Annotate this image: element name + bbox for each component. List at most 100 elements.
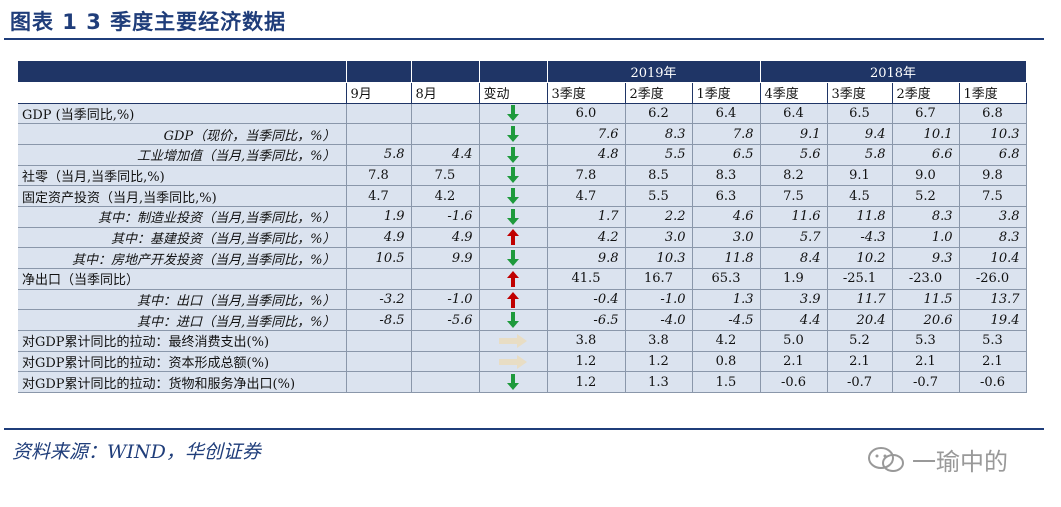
table-cell: 10.1	[892, 123, 960, 145]
change-indicator	[479, 103, 548, 125]
table-cell	[346, 103, 412, 125]
row-label: 其中：制造业投资（当月,当季同比，%）	[18, 206, 347, 228]
table-cell: 7.5	[760, 185, 828, 207]
table-cell: -6.5	[547, 309, 626, 332]
table-cell: 10.2	[827, 247, 893, 269]
table-cell: -5.6	[411, 309, 480, 332]
table-row: 其中：制造业投资（当月,当季同比，%） 1.9 -1.6 1.7 2.2 4.6 11.6 1…	[18, 206, 1027, 228]
table-row: 对GDP累计同比的拉动：资本形成总额(%) 1.2 1.2 0.8 2.1 2.1 2.1 2…	[18, 351, 1027, 373]
table-cell: 4.8	[547, 144, 626, 166]
table-cell: 2.1	[827, 351, 893, 373]
table-cell: 1.7	[547, 206, 626, 228]
watermark: 一瑜中的	[866, 442, 1008, 477]
table-cell	[411, 103, 480, 125]
change-indicator	[479, 185, 548, 207]
table-cell: 7.8	[547, 165, 626, 187]
table-cell	[346, 268, 412, 290]
table-cell: 4.4	[760, 309, 828, 332]
table-cell: 1.9	[346, 206, 412, 228]
table-cell	[346, 123, 412, 145]
table-cell: 6.8	[959, 103, 1027, 125]
arrow-up-icon	[507, 229, 519, 246]
row-label: 其中：进口（当月,当季同比，%）	[18, 309, 347, 332]
table-cell: 7.8	[346, 165, 412, 187]
table-cell: 65.3	[692, 268, 761, 290]
table-cell: 6.4	[760, 103, 828, 125]
header-col: 8月	[411, 82, 480, 104]
table-cell: 6.3	[692, 185, 761, 207]
table-cell: 2.1	[959, 351, 1027, 373]
row-label: 对GDP累计同比的拉动：货物和服务净出口(%)	[18, 371, 347, 394]
header-row-periods: 9月 8月 变动 3季度 2季度 1季度 4季度 3季度 2季度 1季度	[18, 82, 1027, 104]
title-divider	[4, 38, 1044, 40]
header-blank	[346, 61, 412, 83]
table-cell: 8.3	[625, 123, 693, 145]
bottom-divider	[4, 428, 1044, 430]
table-cell: -1.6	[411, 206, 480, 228]
header-col: 9月	[346, 82, 412, 104]
table-cell: 5.2	[892, 185, 960, 207]
header-year-2018: 2018年	[760, 61, 1027, 83]
change-indicator	[479, 289, 548, 311]
table-cell: 5.3	[892, 330, 960, 352]
table-cell	[346, 351, 412, 373]
table-cell: 5.0	[760, 330, 828, 352]
table-row: 对GDP累计同比的拉动：最终消费支出(%) 3.8 3.8 4.2 5.0 5.2 5.3 5…	[18, 330, 1027, 352]
table-cell: 3.0	[692, 227, 761, 249]
table-row: 其中：房地产开发投资（当月,当季同比，%） 10.5 9.9 9.8 10.3 11.8 8…	[18, 247, 1027, 269]
arrow-right-icon	[499, 354, 527, 369]
table-cell: -0.6	[760, 371, 828, 394]
table-cell: 9.8	[547, 247, 626, 269]
table-cell: 8.4	[760, 247, 828, 269]
table-cell: 9.0	[892, 165, 960, 187]
table-row: 工业增加值（当月,当季同比，%） 5.8 4.4 4.8 5.5 6.5 5.6 5.8 6.6…	[18, 144, 1027, 166]
table-row: 其中：进口（当月,当季同比，%） -8.5 -5.6 -6.5 -4.0 -4.5 4.4 2…	[18, 309, 1027, 332]
table-cell: -0.6	[959, 371, 1027, 394]
table-cell: 13.7	[959, 289, 1027, 311]
table-row: 其中：基建投资（当月,当季同比，%） 4.9 4.9 4.2 3.0 3.0 5.7 -4.3…	[18, 227, 1027, 249]
table-cell: 5.2	[827, 330, 893, 352]
table-cell: 7.6	[547, 123, 626, 145]
header-col: 3季度	[547, 82, 626, 104]
change-indicator	[479, 206, 548, 228]
table-cell: 5.5	[625, 185, 693, 207]
table-cell: 3.9	[760, 289, 828, 311]
row-label: 社零（当月,当季同比,%)	[18, 165, 347, 187]
table-cell	[411, 268, 480, 290]
data-table-wrapper: 2019年 2018年 9月 8月 变动 3季度 2季度 1季度 4季度 3季度 2季度 1季度 …	[18, 61, 1027, 394]
table-cell: 9.4	[827, 123, 893, 145]
table-row: 社零（当月,当季同比,%) 7.8 7.5 7.8 8.5 8.3 8.2 9.1 9.0 9.8	[18, 165, 1027, 187]
table-row: 其中：出口（当月,当季同比，%） -3.2 -1.0 -0.4 -1.0 1.3 3.9 11…	[18, 289, 1027, 311]
row-label: GDP (当季同比,%)	[18, 103, 347, 125]
table-cell: 4.6	[692, 206, 761, 228]
table-cell: -1.0	[411, 289, 480, 311]
table-cell: 5.8	[827, 144, 893, 166]
table-cell: 10.3	[625, 247, 693, 269]
watermark-text: 一瑜中的	[912, 448, 1008, 476]
table-cell: 3.0	[625, 227, 693, 249]
table-cell: -4.0	[625, 309, 693, 332]
table-cell: 9.1	[760, 123, 828, 145]
table-cell: 4.7	[547, 185, 626, 207]
table-cell: 7.8	[692, 123, 761, 145]
table-cell: 10.4	[959, 247, 1027, 269]
change-indicator	[479, 144, 548, 166]
table-cell: 3.8	[547, 330, 626, 352]
table-cell: 8.2	[760, 165, 828, 187]
page-title: 图表 1 3 季度主要经济数据	[10, 10, 287, 34]
table-cell: 11.5	[892, 289, 960, 311]
table-cell: 8.3	[692, 165, 761, 187]
table-cell: 16.7	[625, 268, 693, 290]
table-cell: 6.4	[692, 103, 761, 125]
table-cell: 8.3	[892, 206, 960, 228]
table-cell: -3.2	[346, 289, 412, 311]
table-cell: 6.5	[692, 144, 761, 166]
table-cell: 2.1	[760, 351, 828, 373]
table-cell: 1.3	[625, 371, 693, 394]
table-cell: 3.8	[959, 206, 1027, 228]
header-col: 1季度	[692, 82, 761, 104]
arrow-down-icon	[507, 167, 519, 184]
table-cell: 9.8	[959, 165, 1027, 187]
change-indicator	[479, 268, 548, 290]
table-cell: 9.9	[411, 247, 480, 269]
